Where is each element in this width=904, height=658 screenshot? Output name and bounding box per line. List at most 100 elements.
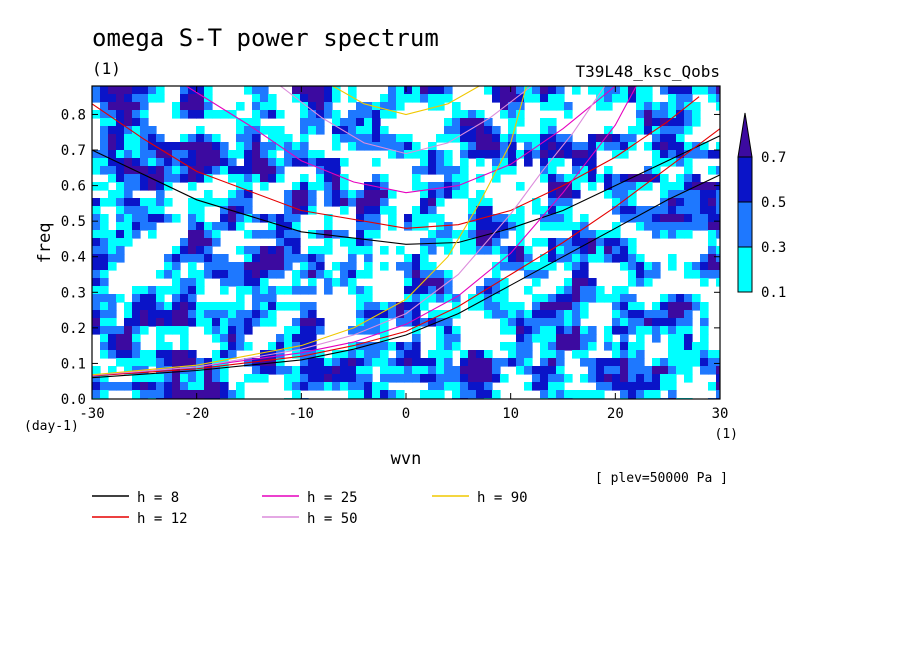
power-cell — [212, 270, 221, 279]
power-cell — [260, 174, 269, 183]
power-cell — [668, 310, 677, 319]
power-cell — [660, 326, 669, 335]
power-cell — [180, 334, 189, 343]
power-cell — [140, 374, 149, 383]
power-cell — [236, 278, 245, 287]
power-cell — [652, 174, 661, 183]
power-cell — [636, 110, 645, 119]
power-cell — [428, 230, 437, 239]
power-cell — [196, 134, 205, 143]
power-cell — [396, 318, 405, 327]
power-cell — [276, 222, 285, 231]
power-cell — [292, 374, 301, 383]
power-cell — [668, 182, 677, 191]
power-cell — [124, 366, 133, 375]
power-cell — [188, 222, 197, 231]
power-cell — [156, 270, 165, 279]
power-cell — [364, 302, 373, 311]
power-cell — [460, 166, 469, 175]
power-cell — [404, 262, 413, 271]
power-cell — [132, 318, 141, 327]
power-cell — [292, 238, 301, 247]
power-cell — [220, 302, 229, 311]
power-cell — [452, 102, 461, 111]
power-cell — [196, 310, 205, 319]
power-cell — [140, 350, 149, 359]
power-cell — [428, 318, 437, 327]
power-cell — [428, 286, 437, 295]
power-cell — [172, 326, 181, 335]
power-cell — [396, 150, 405, 159]
power-cell — [284, 366, 293, 375]
power-cell — [100, 318, 109, 327]
power-cell — [140, 118, 149, 127]
power-cell — [716, 390, 720, 399]
power-cell — [260, 102, 269, 111]
power-cell — [300, 86, 309, 95]
power-cell — [300, 198, 309, 207]
power-cell — [108, 318, 117, 327]
power-cell — [132, 110, 141, 119]
power-cell — [100, 326, 109, 335]
power-cell — [556, 342, 565, 351]
power-cell — [140, 166, 149, 175]
power-cell — [716, 182, 720, 191]
power-cell — [580, 374, 589, 383]
power-cell — [196, 214, 205, 223]
power-cell — [156, 94, 165, 103]
power-cell — [196, 382, 205, 391]
power-cell — [476, 174, 485, 183]
power-cell — [172, 302, 181, 311]
power-cell — [372, 158, 381, 167]
power-cell — [364, 310, 373, 319]
power-cell — [212, 158, 221, 167]
power-cell — [516, 222, 525, 231]
power-cell — [316, 150, 325, 159]
power-cell — [92, 294, 101, 303]
power-cell — [540, 174, 549, 183]
power-cell — [332, 358, 341, 367]
power-cell — [196, 206, 205, 215]
power-cell — [676, 366, 685, 375]
power-cell — [708, 182, 717, 191]
power-cell — [580, 294, 589, 303]
power-cell — [620, 190, 629, 199]
power-cell — [676, 134, 685, 143]
power-cell — [548, 190, 557, 199]
power-cell — [676, 158, 685, 167]
power-cell — [244, 198, 253, 207]
power-cell — [364, 350, 373, 359]
power-cell — [124, 310, 133, 319]
power-cell — [708, 190, 717, 199]
power-cell — [260, 350, 269, 359]
power-cell — [612, 86, 621, 95]
power-cell — [564, 390, 573, 399]
power-cell — [588, 358, 597, 367]
power-cell — [100, 310, 109, 319]
power-cell — [116, 190, 125, 199]
power-cell — [220, 278, 229, 287]
power-cell — [220, 318, 229, 327]
power-cell — [132, 174, 141, 183]
power-cell — [596, 230, 605, 239]
power-cell — [708, 166, 717, 175]
power-cell — [124, 382, 133, 391]
power-cell — [644, 318, 653, 327]
power-cell — [708, 94, 717, 103]
power-cell — [500, 302, 509, 311]
power-cell — [564, 318, 573, 327]
power-cell — [556, 366, 565, 375]
power-cell — [236, 294, 245, 303]
power-cell — [124, 158, 133, 167]
power-cell — [180, 134, 189, 143]
power-cell — [460, 126, 469, 135]
power-cell — [260, 318, 269, 327]
power-cell — [548, 214, 557, 223]
power-cell — [492, 150, 501, 159]
power-cell — [636, 334, 645, 343]
power-cell — [588, 342, 597, 351]
power-cell — [356, 342, 365, 351]
power-cell — [572, 286, 581, 295]
power-cell — [532, 198, 541, 207]
power-cell — [292, 350, 301, 359]
